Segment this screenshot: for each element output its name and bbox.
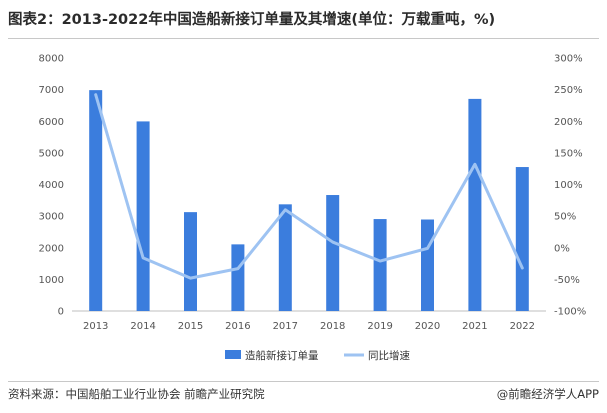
- left-tick-label: 8000: [39, 54, 64, 65]
- bar-2018: [326, 195, 340, 311]
- bar-2014: [136, 121, 150, 311]
- bar-2016: [231, 244, 245, 311]
- x-axis-ticks: 2013 2014 2015 2016 2017 2018 2019 2020 2021 2022: [83, 321, 535, 332]
- bar-2013: [89, 90, 103, 311]
- brand-credit: @前瞻经济学人APP: [496, 387, 599, 401]
- title-divider: [8, 38, 599, 39]
- left-tick-label: 2000: [39, 243, 64, 254]
- chart-title: 图表2：2013-2022年中国造船新接订单量及其增速(单位：万载重吨，%): [8, 12, 496, 28]
- source-note: 资料来源：中国船舶工业行业协会 前瞻产业研究院: [8, 387, 265, 401]
- bar-2021: [468, 98, 482, 311]
- right-tick-label: 250%: [554, 85, 583, 96]
- left-tick-label: 6000: [39, 117, 64, 128]
- right-tick-label: 300%: [554, 54, 583, 65]
- left-tick-label: 5000: [39, 148, 64, 159]
- bar-2022: [515, 167, 529, 311]
- left-axis-ticks: 0 1000 2000 3000 4000 5000 6000 7000 8000: [39, 54, 64, 318]
- growth-line-series: [94, 93, 524, 280]
- right-tick-label: 50%: [554, 212, 576, 223]
- footer-divider: [8, 381, 599, 382]
- x-tick-label: 2021: [462, 321, 487, 332]
- right-axis-ticks: -100% -50% 0% 50% 100% 150% 200% 250% 300%: [554, 54, 586, 318]
- bar-2015: [184, 212, 197, 311]
- bar-series: [89, 90, 529, 311]
- bar-2017: [278, 204, 292, 311]
- left-tick-label: 1000: [39, 275, 64, 286]
- legend-bar-swatch: [225, 350, 241, 359]
- legend: 造船新接订单量 同比增速: [225, 349, 410, 362]
- right-tick-label: -100%: [554, 307, 586, 318]
- left-tick-label: 7000: [39, 85, 64, 96]
- right-tick-label: -50%: [554, 275, 580, 286]
- bar-2019: [373, 219, 387, 311]
- left-tick-label: 0: [58, 307, 64, 318]
- x-tick-label: 2018: [320, 321, 345, 332]
- right-tick-label: 200%: [554, 117, 583, 128]
- x-tick-label: 2013: [83, 321, 108, 332]
- legend-bar-label: 造船新接订单量: [245, 349, 319, 362]
- left-tick-label: 4000: [39, 180, 64, 191]
- x-tick-label: 2015: [178, 321, 203, 332]
- bar-2020: [421, 219, 434, 311]
- legend-line-label: 同比增速: [368, 349, 410, 362]
- x-tick-label: 2022: [510, 321, 535, 332]
- right-tick-label: 0%: [554, 243, 570, 254]
- x-tick-label: 2016: [225, 321, 250, 332]
- x-tick-label: 2014: [130, 321, 155, 332]
- x-tick-label: 2017: [273, 321, 298, 332]
- right-tick-label: 150%: [554, 148, 583, 159]
- x-tick-label: 2019: [367, 321, 392, 332]
- left-tick-label: 3000: [39, 212, 64, 223]
- right-tick-label: 100%: [554, 180, 583, 191]
- x-tick-label: 2020: [415, 321, 440, 332]
